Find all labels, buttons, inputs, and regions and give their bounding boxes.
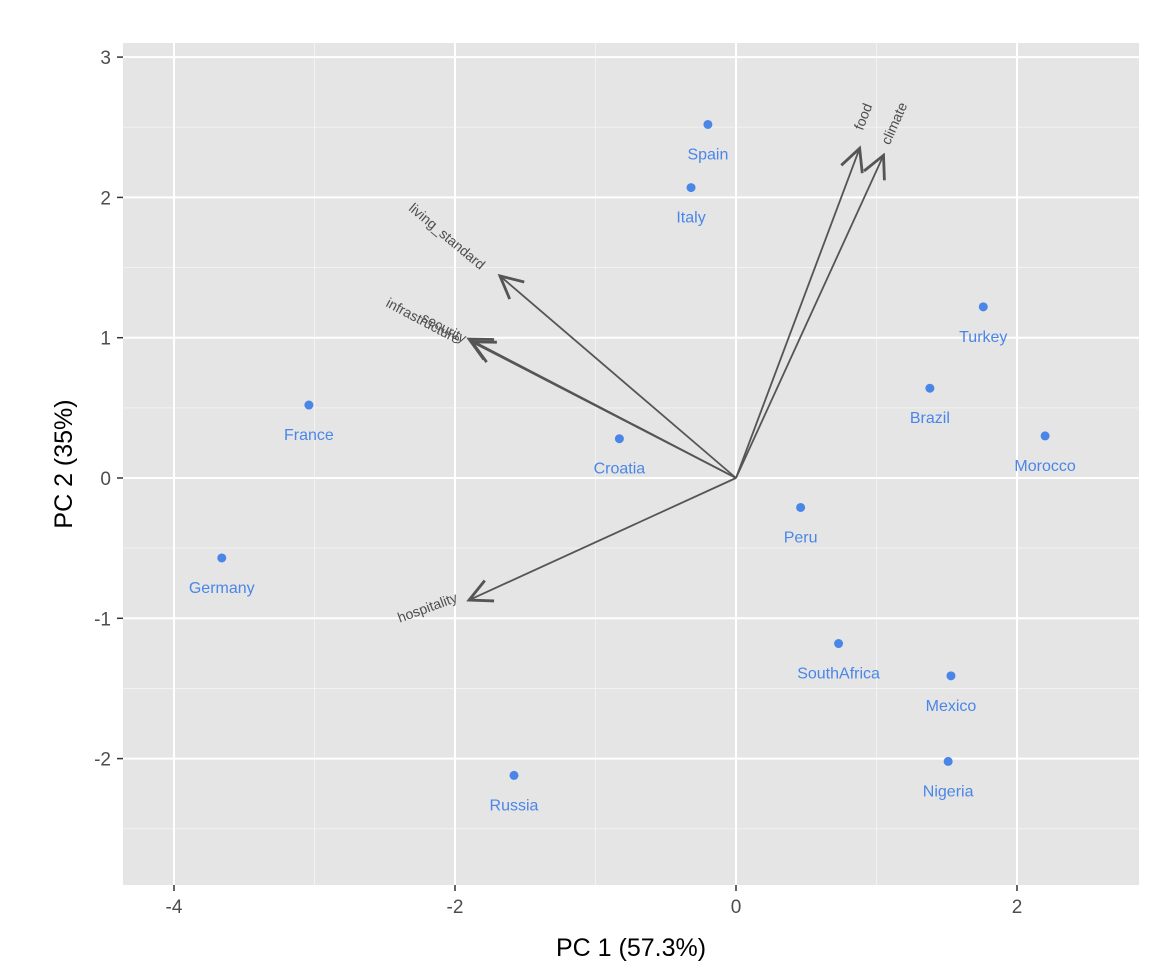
y-tick-label: 1 [100,329,111,350]
y-axis-title: PC 2 (35%) [50,399,78,528]
y-tick-label: 2 [100,188,111,209]
point-label-southafrica: SouthAfrica [797,666,880,683]
point-label-russia: Russia [490,797,539,814]
data-point-russia [509,770,519,780]
data-point-italy [686,183,696,193]
x-tick-label: -4 [166,897,183,918]
loading-arrow-security [472,342,737,479]
point-label-croatia: Croatia [594,461,646,478]
loading-arrow-climate [735,155,884,479]
data-point-peru [796,502,806,512]
point-label-france: France [284,427,334,444]
loading-arrow-food [735,148,860,479]
y-tick-label: 3 [100,48,111,69]
point-label-brazil: Brazil [910,410,950,427]
y-tick-label: 0 [100,469,111,490]
point-label-peru: Peru [784,529,818,546]
y-tick-label: -2 [94,750,111,771]
data-point-spain [703,119,713,129]
x-tick-label: 0 [731,897,742,918]
data-points: Spain Italy Turkey Brazil Morocco France Croat… [189,119,1076,814]
point-label-nigeria: Nigeria [923,783,974,800]
point-label-mexico: Mexico [926,698,977,715]
data-point-turkey [978,302,988,312]
x-tick-label: 2 [1012,897,1023,918]
data-point-southafrica [834,639,844,649]
data-point-france [304,400,314,410]
point-label-germany: Germany [189,580,255,597]
loading-arrow-hospitality [469,477,737,600]
y-axis-ticks: -2 -1 0 1 2 3 [94,48,123,771]
point-label-spain: Spain [687,146,728,163]
minor-gridlines [123,43,1139,885]
data-point-croatia [614,434,624,444]
major-gridlines [123,43,1139,885]
data-point-germany [217,553,227,563]
point-label-morocco: Morocco [1014,458,1075,475]
x-axis-ticks: -4 -2 0 2 [166,885,1023,918]
data-point-morocco [1040,431,1050,441]
point-label-turkey: Turkey [959,329,1007,346]
data-point-brazil [925,383,935,393]
data-point-nigeria [943,756,953,766]
x-axis-title: PC 1 (57.3%) [556,934,706,962]
plot-panel [123,43,1139,885]
x-tick-label: -2 [447,897,464,918]
loading-arrow-living-standard [500,276,737,479]
data-point-mexico [946,671,956,681]
point-label-italy: Italy [676,210,705,227]
y-tick-label: -1 [94,609,111,630]
